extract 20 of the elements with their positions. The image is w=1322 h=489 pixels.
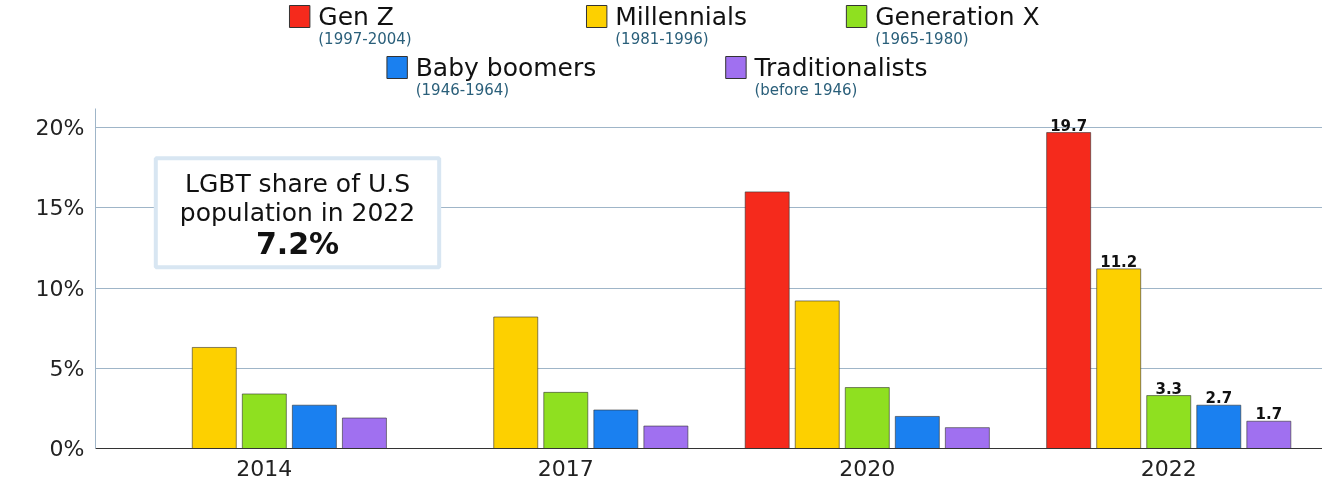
- data-label: 2.7: [1205, 389, 1233, 408]
- data-label: 3.3: [1155, 379, 1183, 398]
- x-tick-label: 2020: [839, 455, 896, 481]
- legend-label: Baby boomers (1946-1964): [415, 53, 597, 99]
- y-tick-label: 5%: [49, 355, 85, 381]
- data-label: 1.7: [1255, 405, 1283, 424]
- data-label: 19.7: [1050, 116, 1088, 135]
- x-tick-label: 2022: [1140, 455, 1197, 481]
- annotation: LGBT share of U.S population in 2022 7.2%: [179, 169, 416, 261]
- y-tick-label: 15%: [35, 195, 85, 221]
- y-tick-label: 20%: [35, 115, 85, 141]
- legend-label: Generation X (1965-1980): [875, 2, 1040, 48]
- y-tick-label: 0%: [49, 436, 85, 461]
- legend-label: Gen Z (1997-2004): [318, 2, 412, 48]
- legend-label: Millennials (1981-1996): [615, 2, 747, 48]
- data-label: 11.2: [1100, 252, 1138, 271]
- x-tick-label: 2014: [236, 455, 293, 481]
- x-tick-label: 2017: [537, 455, 594, 481]
- y-tick-label: 10%: [35, 275, 85, 301]
- legend-label: Traditionalists (before 1946): [753, 53, 928, 99]
